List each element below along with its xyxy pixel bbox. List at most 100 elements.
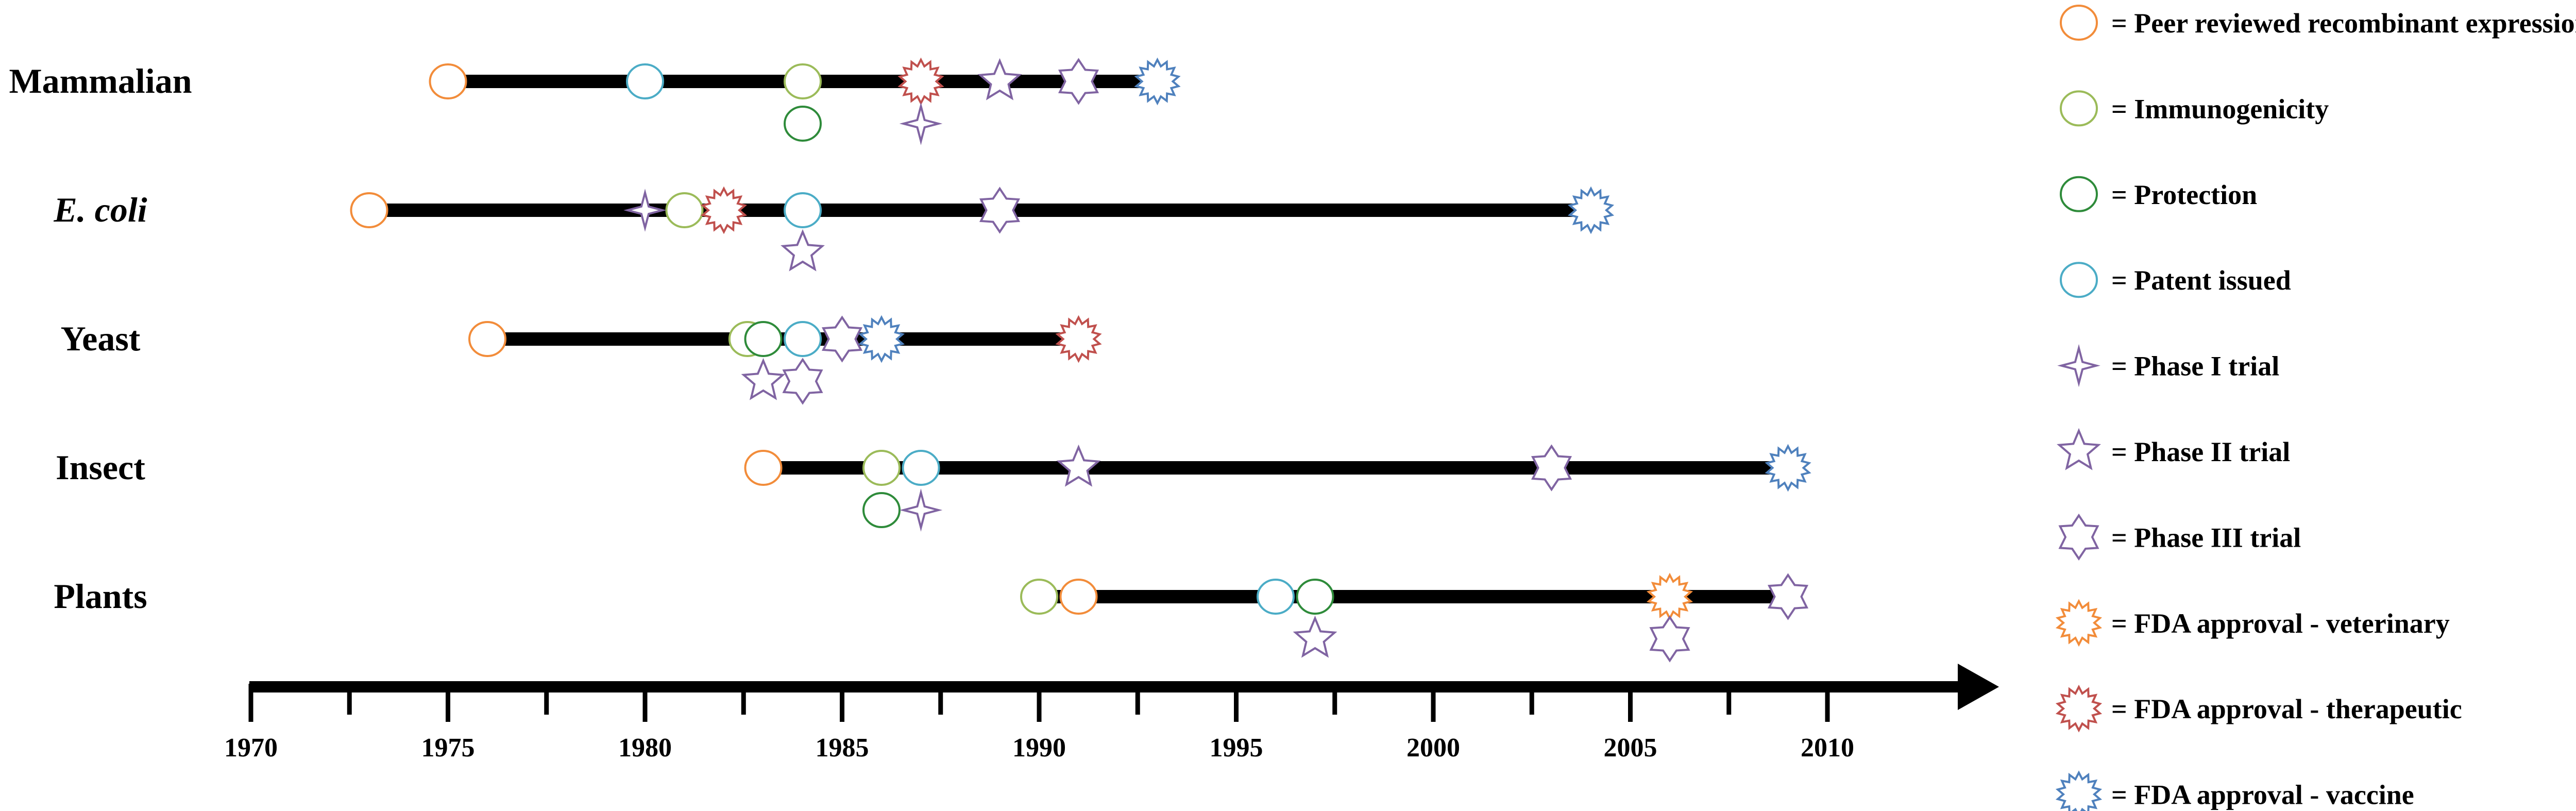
marker-insect-peer-reviewed-0 xyxy=(744,450,783,486)
marker-mammalian-patent-1 xyxy=(626,63,664,99)
x-tick-label-1985: 1985 xyxy=(816,733,869,763)
marker-insect-phase2-5 xyxy=(1056,444,1101,487)
marker-yeast-peer-reviewed-0 xyxy=(468,321,506,357)
x-tick-mark xyxy=(938,684,943,715)
marker-plants-protection-3 xyxy=(1296,579,1334,615)
x-tick-mark xyxy=(347,684,352,715)
marker-e-coli-peer-reviewed-0 xyxy=(350,192,388,228)
marker-insect-patent-3 xyxy=(902,450,940,486)
marker-plants-phase3-7 xyxy=(1767,573,1809,620)
marker-mammalian-protection-3 xyxy=(784,106,822,142)
marker-mammalian-phase1-5 xyxy=(899,102,943,145)
legend-label-fda-vet: = FDA approval - veterinary xyxy=(2111,608,2450,639)
x-tick-mark xyxy=(446,684,450,722)
x-tick-mark xyxy=(741,684,746,715)
x-tick-mark xyxy=(1234,684,1239,722)
legend-marker-fda-ther xyxy=(2055,684,2103,733)
x-tick-label-1970: 1970 xyxy=(224,733,278,763)
marker-e-coli-fda-ther-3 xyxy=(700,186,748,234)
x-tick-mark xyxy=(840,684,844,722)
x-tick-mark xyxy=(1529,684,1534,715)
marker-mammalian-peer-reviewed-0 xyxy=(429,63,467,99)
legend-label-phase3: = Phase III trial xyxy=(2111,522,2301,553)
x-tick-label-1990: 1990 xyxy=(1012,733,1066,763)
legend-marker-protection xyxy=(2060,176,2098,212)
marker-yeast-phase2-3 xyxy=(741,358,786,400)
legend-label-fda-vac: = FDA approval - vaccine xyxy=(2111,780,2414,810)
legend-label-protection: = Protection xyxy=(2111,179,2257,210)
labels-layer: Mammalian E. coli Yeast Insect Plants xyxy=(9,61,192,616)
x-tick-mark xyxy=(248,684,253,722)
marker-e-coli-phase1-1 xyxy=(623,189,667,232)
x-tick-label-1975: 1975 xyxy=(421,733,475,763)
legend-marker-phase2 xyxy=(2057,428,2101,470)
timeline-bar-yeast xyxy=(487,332,1079,346)
marker-yeast-phase3-5 xyxy=(782,358,823,405)
bars-layer xyxy=(369,75,1788,603)
marker-mammalian-fda-vac-8 xyxy=(1134,57,1181,106)
x-tick-label-1980: 1980 xyxy=(618,733,672,763)
marker-e-coli-phase2-5 xyxy=(781,229,825,272)
marker-plants-phase3-6 xyxy=(1649,615,1690,663)
marker-mammalian-fda-ther-4 xyxy=(897,57,944,106)
row-label-yeast: Yeast xyxy=(61,319,141,358)
marker-plants-peer-reviewed-1 xyxy=(1059,579,1098,615)
row-label-mammalian: Mammalian xyxy=(9,61,192,100)
legend-marker-fda-vac xyxy=(2055,770,2103,811)
marker-plants-immunogenicity-0 xyxy=(1020,579,1058,615)
legend-label-phase1: = Phase I trial xyxy=(2111,351,2279,382)
x-axis: 1970 1975 1980 1985 1990 1995 2000 2005 2010 xyxy=(224,664,1999,763)
marker-insect-phase1-4 xyxy=(899,488,943,532)
marker-insect-fda-vac-7 xyxy=(1765,444,1811,492)
x-tick-mark xyxy=(1135,684,1140,715)
legend-label-immunogenicity: = Immunogenicity xyxy=(2111,93,2329,124)
marker-yeast-patent-4 xyxy=(784,321,822,357)
x-tick-mark xyxy=(1726,684,1732,715)
legend-label-peer-reviewed: = Peer reviewed recombinant expression xyxy=(2111,8,2576,39)
marker-yeast-phase3-6 xyxy=(821,315,863,363)
markers-layer xyxy=(350,57,1811,663)
row-label-e-coli: E. coli xyxy=(53,190,147,229)
legend-label-fda-ther: = FDA approval - therapeutic xyxy=(2111,694,2462,724)
row-label-plants: Plants xyxy=(54,577,147,616)
marker-e-coli-immunogenicity-2 xyxy=(665,192,704,228)
x-tick-label-2000: 2000 xyxy=(1406,733,1460,763)
marker-yeast-fda-ther-8 xyxy=(1055,315,1102,363)
marker-mammalian-immunogenicity-2 xyxy=(784,63,822,99)
x-tick-mark xyxy=(544,684,549,715)
marker-yeast-protection-2 xyxy=(744,321,783,357)
legend-marker-phase3 xyxy=(2058,513,2099,561)
marker-mammalian-phase3-7 xyxy=(1058,58,1099,105)
marker-insect-immunogenicity-1 xyxy=(862,450,901,486)
legend-marker-phase1 xyxy=(2057,344,2100,387)
x-tick-label-2010: 2010 xyxy=(1801,733,1854,763)
legend-label-patent: = Patent issued xyxy=(2111,265,2291,296)
x-axis-arrowhead xyxy=(1958,664,1999,710)
marker-insect-phase3-6 xyxy=(1531,444,1572,492)
timeline-bar-e-coli xyxy=(369,204,1591,217)
row-label-insect: Insect xyxy=(56,448,145,487)
marker-e-coli-patent-4 xyxy=(784,192,822,228)
legend: = Peer reviewed recombinant expression = … xyxy=(2055,5,2576,811)
legend-marker-peer-reviewed xyxy=(2060,5,2098,41)
x-axis-line xyxy=(249,681,1960,692)
x-tick-mark xyxy=(1628,684,1633,722)
marker-plants-fda-vet-5 xyxy=(1646,572,1693,621)
marker-plants-phase2-4 xyxy=(1293,615,1337,658)
marker-e-coli-fda-vac-7 xyxy=(1567,186,1615,234)
x-tick-mark xyxy=(642,684,648,722)
marker-e-coli-phase3-6 xyxy=(979,187,1021,234)
x-tick-label-2005: 2005 xyxy=(1604,733,1657,763)
legend-label-phase2: = Phase II trial xyxy=(2111,436,2290,467)
marker-yeast-fda-vac-7 xyxy=(858,315,905,363)
x-tick-mark xyxy=(1332,684,1337,715)
x-tick-mark xyxy=(1431,684,1436,722)
marker-insect-protection-2 xyxy=(862,492,901,528)
x-tick-mark xyxy=(1037,684,1042,722)
marker-mammalian-phase2-6 xyxy=(977,58,1022,100)
legend-marker-patent xyxy=(2060,262,2098,298)
legend-marker-immunogenicity xyxy=(2060,90,2098,127)
legend-marker-fda-vet xyxy=(2055,599,2103,647)
marker-plants-patent-2 xyxy=(1257,579,1295,615)
